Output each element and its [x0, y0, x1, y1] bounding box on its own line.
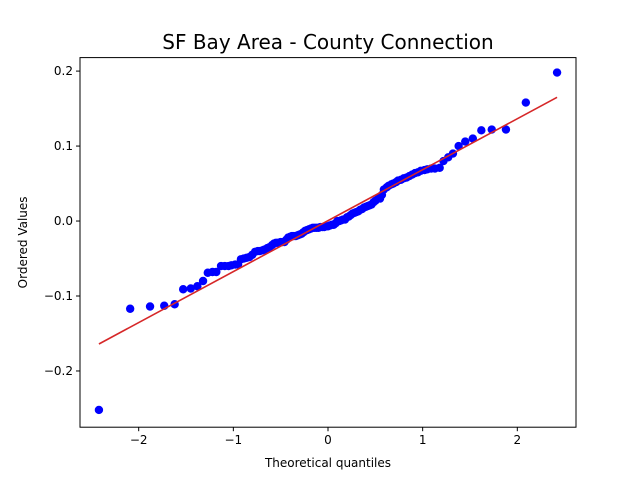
y-axis-ticks: −0.2 −0.1 0.0 0.1 0.2: [44, 64, 80, 378]
y-tick-label: 0.2: [54, 64, 73, 78]
x-tick-label: 1: [419, 433, 427, 447]
data-point: [178, 285, 188, 294]
data-point: [477, 126, 486, 135]
fit-line: [98, 96, 558, 345]
data-point: [552, 68, 562, 77]
data-point: [454, 141, 463, 151]
data-point: [461, 137, 470, 146]
plot-layer: [94, 68, 562, 415]
y-tick-label: 0.0: [54, 214, 73, 228]
y-axis-label: Ordered Values: [16, 196, 30, 288]
data-point: [186, 284, 195, 293]
y-tick-label: 0.1: [54, 139, 73, 153]
y-tick-label: −0.2: [44, 364, 73, 378]
x-tick-label: −2: [130, 433, 148, 447]
y-tick-label: −0.1: [44, 289, 73, 303]
x-axis-ticks: −2 −1 0 1 2: [130, 427, 521, 447]
data-point: [193, 282, 202, 291]
data-point: [521, 98, 531, 107]
data-point: [212, 267, 221, 277]
data-point: [198, 276, 208, 286]
chart-title: SF Bay Area - County Connection: [162, 30, 493, 54]
data-point: [145, 302, 155, 311]
x-tick-label: 0: [324, 433, 332, 447]
x-tick-label: 2: [513, 433, 521, 447]
data-point: [501, 125, 511, 134]
data-point: [125, 304, 135, 313]
x-tick-label: −1: [224, 433, 242, 447]
data-point: [435, 163, 444, 173]
data-point: [94, 405, 104, 415]
x-axis-label: Theoretical quantiles: [264, 456, 391, 470]
